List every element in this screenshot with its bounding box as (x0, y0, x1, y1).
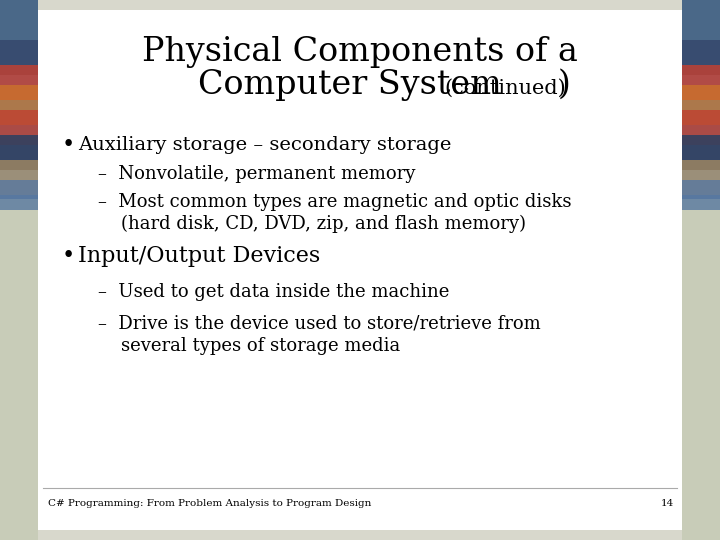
Text: ): ) (558, 69, 571, 101)
FancyBboxPatch shape (682, 180, 720, 210)
FancyBboxPatch shape (682, 110, 720, 145)
FancyBboxPatch shape (0, 160, 38, 195)
FancyBboxPatch shape (0, 65, 38, 100)
FancyBboxPatch shape (682, 135, 720, 170)
Text: •: • (62, 245, 76, 267)
FancyBboxPatch shape (0, 0, 38, 50)
FancyBboxPatch shape (682, 0, 720, 50)
Text: 14: 14 (661, 500, 674, 509)
Text: several types of storage media: several types of storage media (98, 337, 400, 355)
Text: C# Programming: From Problem Analysis to Program Design: C# Programming: From Problem Analysis to… (48, 500, 372, 509)
Text: Input/Output Devices: Input/Output Devices (78, 245, 320, 267)
FancyBboxPatch shape (0, 135, 38, 170)
Text: Auxiliary storage – secondary storage: Auxiliary storage – secondary storage (78, 136, 451, 154)
FancyBboxPatch shape (0, 40, 38, 75)
FancyBboxPatch shape (682, 160, 720, 195)
FancyBboxPatch shape (682, 40, 720, 75)
FancyBboxPatch shape (0, 110, 38, 145)
Text: –  Most common types are magnetic and optic disks: – Most common types are magnetic and opt… (98, 193, 572, 211)
Text: •: • (62, 134, 76, 156)
Text: –  Used to get data inside the machine: – Used to get data inside the machine (98, 283, 449, 301)
FancyBboxPatch shape (38, 10, 682, 530)
FancyBboxPatch shape (0, 199, 38, 540)
FancyBboxPatch shape (0, 0, 38, 199)
FancyBboxPatch shape (0, 85, 38, 125)
Text: Physical Components of a: Physical Components of a (142, 36, 578, 68)
FancyBboxPatch shape (682, 0, 720, 199)
Text: (hard disk, CD, DVD, zip, and flash memory): (hard disk, CD, DVD, zip, and flash memo… (98, 215, 526, 233)
Text: Computer System: Computer System (198, 69, 513, 101)
FancyBboxPatch shape (682, 199, 720, 540)
Text: –  Drive is the device used to store/retrieve from: – Drive is the device used to store/retr… (98, 315, 541, 333)
FancyBboxPatch shape (0, 180, 38, 210)
FancyBboxPatch shape (682, 65, 720, 100)
Text: (continued): (continued) (444, 78, 566, 98)
Text: –  Nonvolatile, permanent memory: – Nonvolatile, permanent memory (98, 165, 415, 183)
FancyBboxPatch shape (682, 85, 720, 125)
